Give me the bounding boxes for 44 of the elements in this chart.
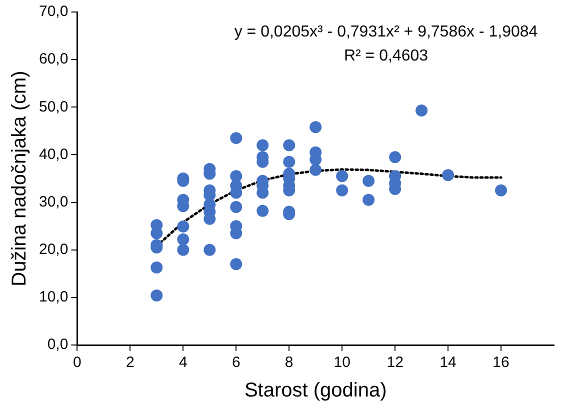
point: [310, 121, 322, 134]
x-tick-label: 16: [492, 354, 510, 372]
point: [362, 174, 375, 187]
x-tick-label: 8: [284, 354, 294, 372]
point: [256, 204, 269, 217]
y-tick-label: 50,0: [38, 98, 68, 116]
point: [177, 220, 190, 233]
y-tick-label: 60,0: [38, 50, 68, 68]
point: [310, 164, 322, 176]
x-tick-label: 12: [386, 354, 404, 372]
point: [389, 151, 402, 164]
point: [336, 184, 348, 196]
point: [204, 244, 216, 256]
x-tick-label: 6: [232, 354, 240, 372]
point: [495, 184, 508, 196]
point: [442, 169, 454, 182]
point: [150, 261, 163, 274]
x-tick-label: 10: [334, 354, 350, 372]
point: [230, 201, 242, 214]
point: [230, 258, 242, 270]
point: [230, 132, 242, 144]
x-tick-label: 0: [73, 354, 82, 372]
x-axis-title: Starost (godina): [244, 380, 387, 402]
annotation: y = 0,0205x³ - 0,7931x² + 9,7586x - 1,9084: [234, 23, 538, 40]
point: [177, 244, 190, 256]
y-axis-title: Dužina nadočnjaka (cm): [8, 70, 31, 286]
x-tick-label: 2: [126, 354, 134, 372]
y-tick-label: 10,0: [38, 288, 68, 306]
point: [362, 194, 375, 206]
annotation: R² = 0,4603: [344, 47, 428, 64]
y-tick-label: 0,0: [47, 336, 68, 354]
y-tick-label: 70,0: [38, 3, 68, 20]
point: [336, 170, 348, 182]
point: [177, 233, 190, 246]
y-tick-label: 20,0: [38, 241, 68, 258]
x-tick-label: 14: [440, 354, 456, 372]
y-tick-label: 40,0: [38, 146, 68, 163]
point: [416, 104, 428, 116]
point: [283, 156, 296, 168]
point: [150, 290, 163, 302]
point: [256, 139, 269, 152]
y-tick-label: 30,0: [38, 193, 68, 210]
x-tick-label: 4: [178, 354, 188, 372]
point: [283, 139, 296, 152]
